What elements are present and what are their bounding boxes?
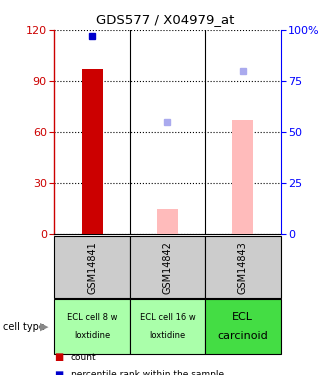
Text: loxtidine: loxtidine bbox=[149, 332, 185, 340]
Text: percentile rank within the sample: percentile rank within the sample bbox=[71, 370, 224, 375]
Text: ECL cell 16 w: ECL cell 16 w bbox=[140, 313, 195, 322]
Text: cell type: cell type bbox=[3, 322, 45, 332]
Bar bbox=[232, 120, 253, 234]
Text: GDS577 / X04979_at: GDS577 / X04979_at bbox=[96, 13, 234, 26]
Text: ■: ■ bbox=[54, 352, 64, 362]
Text: count: count bbox=[71, 352, 97, 362]
Text: carcinoid: carcinoid bbox=[217, 331, 268, 341]
Text: GSM14842: GSM14842 bbox=[162, 241, 173, 294]
Text: loxtidine: loxtidine bbox=[74, 332, 110, 340]
Text: ■: ■ bbox=[54, 370, 64, 375]
Bar bbox=[157, 209, 178, 234]
Text: ECL cell 8 w: ECL cell 8 w bbox=[67, 313, 117, 322]
Text: ▶: ▶ bbox=[40, 322, 49, 332]
Text: ECL: ECL bbox=[232, 312, 253, 322]
Text: GSM14843: GSM14843 bbox=[238, 241, 248, 294]
Text: GSM14841: GSM14841 bbox=[87, 241, 97, 294]
Bar bbox=[82, 69, 103, 234]
